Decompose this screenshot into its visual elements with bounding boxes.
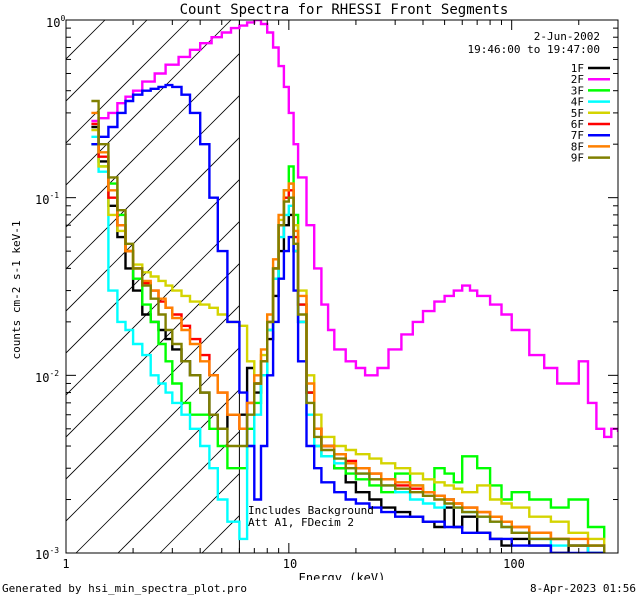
y-tick-label-1-base: 10	[46, 16, 60, 30]
y-tick-label-1: 100	[46, 14, 65, 30]
legend-label-9F: 9F	[571, 152, 584, 165]
y-tick-label-0.01-base: 10	[35, 371, 49, 385]
hatch-lines	[66, 20, 640, 553]
series-line-2F	[91, 20, 618, 439]
y-axis-label: counts cm-2 s-1 keV-1	[10, 220, 23, 359]
y-tick-label-0.1: 10-1	[35, 191, 59, 207]
y-axis-ticks	[66, 19, 618, 554]
date-label: 2-Jun-2002	[534, 30, 600, 43]
hatch-line	[580, 20, 640, 553]
hatch-line	[66, 95, 240, 270]
hatch-line	[66, 221, 240, 396]
hatch-line	[66, 347, 240, 522]
legend-label-3F: 3F	[571, 84, 584, 97]
legend-label-7F: 7F	[571, 129, 584, 142]
annotation-background: Includes Background	[248, 504, 374, 517]
footer-generated-by: Generated by hsi_min_spectra_plot.pro	[2, 582, 248, 595]
spectrum-chart: Count Spectra for RHESSI Front Segments …	[10, 2, 640, 580]
y-tick-label-0.1-exp: -1	[49, 191, 59, 200]
hatch-line	[66, 137, 240, 312]
hatch-line	[538, 20, 640, 553]
chart-title: Count Spectra for RHESSI Front Segments	[180, 2, 509, 18]
plot-frame	[65, 19, 619, 554]
y-tick-label-0.001: 10-3	[35, 546, 59, 562]
hatch-line	[66, 263, 240, 438]
legend-label-1F: 1F	[571, 62, 584, 75]
y-tick-label-0.1-base: 10	[35, 193, 49, 207]
hatch-line	[66, 53, 240, 228]
footer-timestamp: 8-Apr-2023 01:56	[530, 582, 636, 595]
legend-label-5F: 5F	[571, 107, 584, 120]
x-tick-label-10: 10	[283, 557, 297, 571]
legend-label-8F: 8F	[571, 140, 584, 153]
y-tick-labels: 100 10-1 10-2 10-3	[35, 14, 65, 562]
y-tick-label-0.01: 10-2	[35, 369, 59, 385]
legend-label-6F: 6F	[571, 118, 584, 131]
y-tick-label-0.001-base: 10	[35, 548, 49, 562]
series-group	[91, 20, 618, 553]
y-tick-label-1-exp: 0	[60, 14, 65, 23]
time-range-label: 19:46:00 to 19:47:00	[468, 43, 600, 56]
hatch-line	[66, 305, 240, 480]
x-tick-label-1: 1	[62, 557, 69, 571]
x-axis-ticks	[65, 20, 619, 553]
x-tick-labels: 1 10 100	[62, 557, 524, 571]
series-line-7F	[91, 83, 605, 553]
series-line-8F	[91, 111, 606, 553]
hatch-line	[66, 20, 190, 144]
hatch-line	[117, 431, 240, 553]
legend-label-2F: 2F	[571, 73, 584, 86]
series-line-9F	[91, 99, 606, 553]
hatch-line	[75, 389, 240, 553]
x-tick-label-100: 100	[503, 557, 525, 571]
y-tick-label-0.001-exp: -3	[49, 546, 59, 555]
hatch-region	[66, 20, 640, 553]
x-axis-label: Energy (keV)	[299, 571, 386, 580]
hatch-line	[622, 20, 640, 553]
hatch-line	[454, 20, 640, 553]
annotation-attenuator: Att A1, FDecim 2	[248, 516, 354, 529]
hatch-background	[66, 20, 245, 553]
y-tick-label-0.01-exp: -2	[49, 369, 59, 378]
legend-label-4F: 4F	[571, 96, 584, 109]
hatch-line	[66, 20, 232, 186]
